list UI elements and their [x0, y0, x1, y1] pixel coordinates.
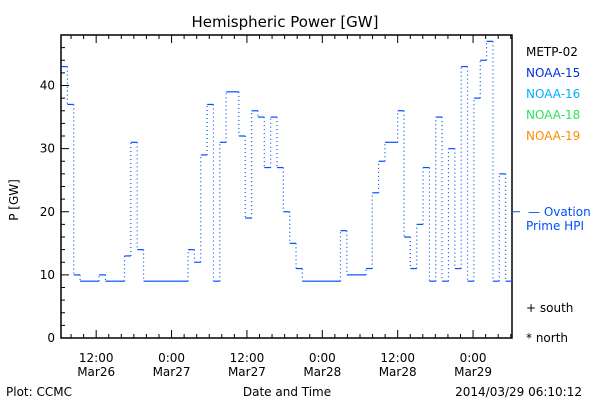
legend-entry: NOAA-15	[526, 66, 580, 80]
y-tick-label: 0	[47, 331, 55, 345]
ovation-legend-label-2: Prime HPI	[526, 219, 584, 233]
y-tick-label: 20	[40, 205, 55, 219]
x-tick-label: 0:00	[158, 351, 185, 365]
x-tick-label: 12:00	[79, 351, 114, 365]
x-tick-date-label: Mar27	[228, 365, 266, 379]
x-tick-label: 12:00	[380, 351, 415, 365]
legend-entry: NOAA-16	[526, 87, 580, 101]
x-tick-label: 0:00	[309, 351, 336, 365]
legend-entry: NOAA-19	[526, 129, 580, 143]
x-tick-label: 12:00	[230, 351, 265, 365]
y-tick-label: 30	[40, 142, 55, 156]
legend-entry: NOAA-18	[526, 108, 580, 122]
y-tick-label: 10	[40, 268, 55, 282]
x-tick-date-label: Mar29	[454, 365, 492, 379]
plot-frame	[60, 34, 513, 339]
ovation-legend-label: — Ovation	[528, 205, 591, 219]
north-marker-label: * north	[526, 331, 568, 345]
south-marker-label: + south	[526, 301, 573, 315]
x-tick-label: 0:00	[460, 351, 487, 365]
y-tick-label: 40	[40, 79, 55, 93]
legend-entry: METP-02	[526, 45, 578, 59]
chart-title: Hemispheric Power [GW]	[192, 13, 379, 31]
footer-timestamp: 2014/03/29 06:10:12	[455, 385, 582, 399]
x-axis-label: Date and Time	[243, 385, 331, 399]
footer-left: Plot: CCMC	[6, 385, 72, 399]
x-tick-date-label: Mar28	[379, 365, 417, 379]
x-tick-date-label: Mar28	[303, 365, 341, 379]
y-axis-label: P [GW]	[7, 179, 21, 221]
x-tick-date-label: Mar26	[77, 365, 115, 379]
x-tick-date-label: Mar27	[153, 365, 191, 379]
